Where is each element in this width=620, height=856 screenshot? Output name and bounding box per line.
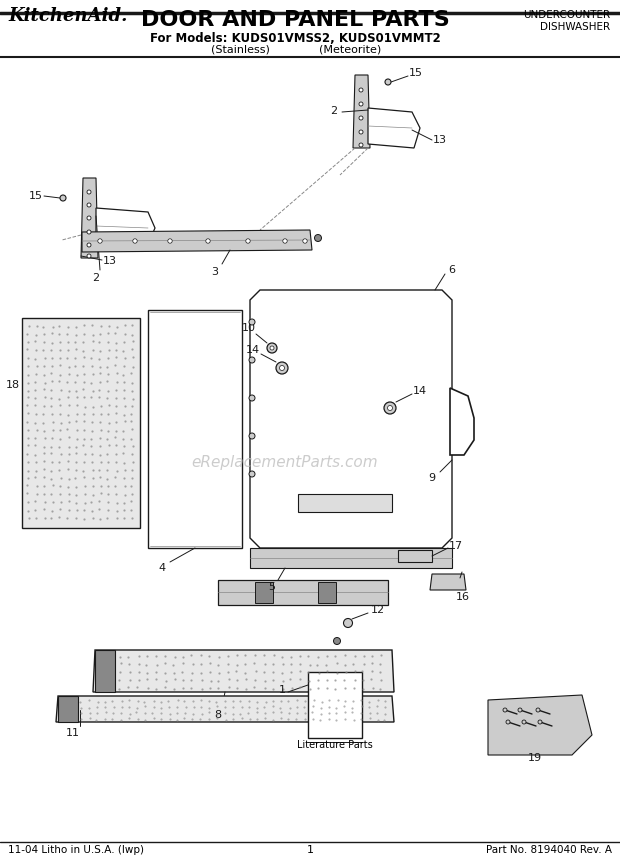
Circle shape	[249, 433, 255, 439]
Text: Literature Parts: Literature Parts	[297, 740, 373, 750]
Text: 1: 1	[278, 685, 285, 695]
Text: 12: 12	[371, 605, 385, 615]
Circle shape	[249, 357, 255, 363]
Polygon shape	[368, 108, 420, 148]
Text: KitchenAid.: KitchenAid.	[8, 7, 127, 25]
Circle shape	[384, 402, 396, 414]
Circle shape	[276, 362, 288, 374]
Polygon shape	[430, 574, 466, 590]
Text: 15: 15	[29, 191, 43, 201]
Text: 15: 15	[409, 68, 423, 78]
Circle shape	[87, 254, 91, 258]
Text: 3: 3	[211, 267, 218, 277]
Text: 13: 13	[433, 135, 447, 145]
Text: eReplacementParts.com: eReplacementParts.com	[192, 455, 378, 469]
Circle shape	[87, 243, 91, 247]
Text: Part No. 8194040 Rev. A: Part No. 8194040 Rev. A	[486, 845, 612, 855]
Text: 11: 11	[66, 728, 80, 738]
Text: DISHWASHER: DISHWASHER	[540, 22, 610, 32]
Text: (Meteorite): (Meteorite)	[319, 44, 381, 54]
Polygon shape	[298, 494, 392, 512]
Circle shape	[249, 395, 255, 401]
Circle shape	[60, 195, 66, 201]
Circle shape	[168, 239, 172, 243]
Circle shape	[359, 88, 363, 92]
Circle shape	[206, 239, 210, 243]
Text: 2: 2	[330, 106, 337, 116]
Polygon shape	[58, 696, 78, 722]
Polygon shape	[250, 548, 452, 568]
Text: 18: 18	[6, 380, 20, 390]
Text: (Stainless): (Stainless)	[211, 44, 270, 54]
Circle shape	[359, 130, 363, 134]
Polygon shape	[22, 318, 140, 528]
Circle shape	[87, 190, 91, 194]
Polygon shape	[148, 310, 242, 548]
Circle shape	[506, 720, 510, 724]
Polygon shape	[218, 580, 388, 605]
Polygon shape	[450, 388, 474, 455]
Circle shape	[249, 471, 255, 477]
Polygon shape	[56, 696, 394, 722]
Text: 8: 8	[215, 710, 221, 720]
Circle shape	[536, 708, 540, 712]
Text: 14: 14	[246, 345, 260, 355]
Text: 13: 13	[103, 256, 117, 266]
Circle shape	[270, 346, 274, 350]
Text: 4: 4	[159, 563, 166, 573]
Circle shape	[343, 619, 353, 627]
Text: For Models: KUDS01VMSS2, KUDS01VMMT2: For Models: KUDS01VMSS2, KUDS01VMMT2	[149, 32, 440, 45]
Polygon shape	[95, 650, 115, 692]
Polygon shape	[488, 695, 592, 755]
Polygon shape	[255, 582, 273, 603]
Text: 1: 1	[306, 845, 314, 855]
Text: DOOR AND PANEL PARTS: DOOR AND PANEL PARTS	[141, 10, 450, 30]
Circle shape	[280, 366, 285, 371]
Polygon shape	[308, 672, 362, 738]
Circle shape	[385, 79, 391, 85]
Text: 11-04 Litho in U.S.A. (lwp): 11-04 Litho in U.S.A. (lwp)	[8, 845, 144, 855]
Text: 9: 9	[428, 473, 436, 483]
Text: 10: 10	[242, 323, 256, 333]
Polygon shape	[93, 650, 394, 692]
Text: 19: 19	[528, 753, 542, 763]
Text: 14: 14	[413, 386, 427, 396]
Circle shape	[314, 235, 322, 241]
Circle shape	[388, 406, 392, 411]
Polygon shape	[398, 550, 432, 562]
Circle shape	[87, 216, 91, 220]
Text: 5: 5	[268, 582, 275, 592]
Text: 16: 16	[456, 592, 470, 602]
Circle shape	[359, 143, 363, 147]
Circle shape	[87, 203, 91, 207]
Text: UNDERCOUNTER: UNDERCOUNTER	[523, 10, 610, 20]
Polygon shape	[353, 75, 370, 148]
Circle shape	[359, 116, 363, 120]
Polygon shape	[82, 230, 312, 252]
Text: 6: 6	[448, 265, 456, 275]
Circle shape	[334, 638, 340, 645]
Text: 2: 2	[92, 273, 100, 283]
Circle shape	[249, 319, 255, 325]
Circle shape	[267, 343, 277, 353]
Polygon shape	[250, 290, 452, 548]
Circle shape	[87, 230, 91, 234]
Circle shape	[246, 239, 250, 243]
Circle shape	[522, 720, 526, 724]
Circle shape	[538, 720, 542, 724]
Polygon shape	[96, 208, 155, 244]
Circle shape	[98, 239, 102, 243]
Text: 17: 17	[449, 541, 463, 551]
Polygon shape	[318, 582, 336, 603]
Circle shape	[133, 239, 137, 243]
Circle shape	[303, 239, 307, 243]
Circle shape	[518, 708, 522, 712]
Circle shape	[359, 102, 363, 106]
Circle shape	[503, 708, 507, 712]
Polygon shape	[81, 178, 98, 258]
Circle shape	[283, 239, 287, 243]
